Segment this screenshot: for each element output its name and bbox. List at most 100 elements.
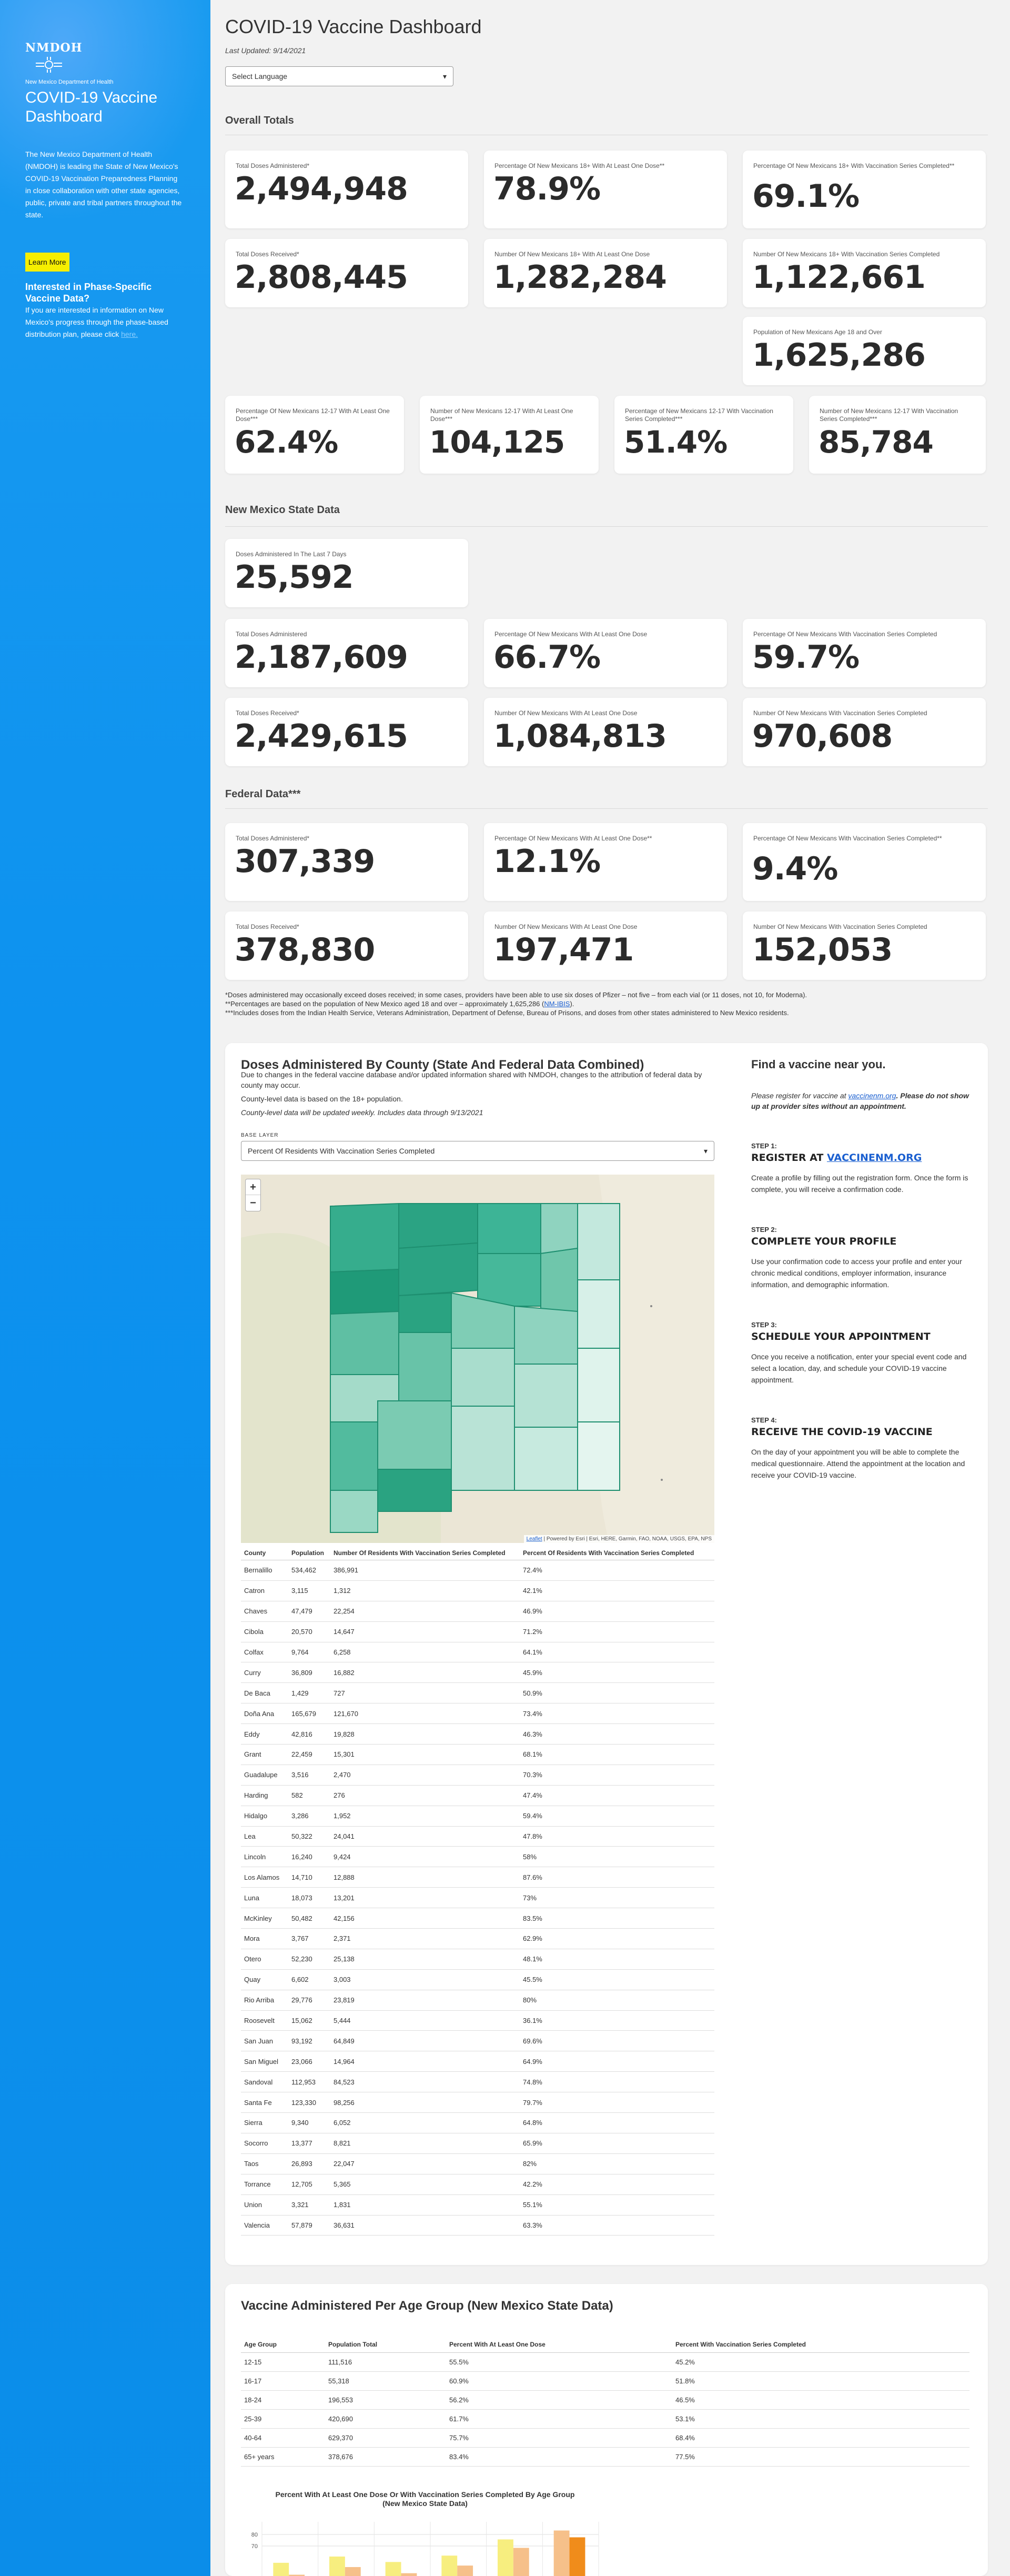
table-cell: 40-64 (241, 2428, 325, 2448)
table-cell: 64.8% (520, 2112, 714, 2133)
learn-more-button[interactable]: Learn More (25, 253, 69, 272)
bar-at-least-one-dose[interactable] (441, 2555, 458, 2576)
county-panel: Doses Administered By County (State And … (225, 1043, 988, 2265)
stat-card: Percentage Of New Mexicans 18+ With Vacc… (743, 151, 986, 228)
county-map[interactable]: + − Leaflet | Powered by Esri | Esri, HE… (241, 1175, 714, 1543)
stat-label: Total Doses Received* (236, 250, 299, 258)
vaccinenm-link[interactable]: vaccinenm.org (848, 1091, 896, 1100)
phase-data-text: If you are interested in information on … (25, 304, 183, 340)
table-cell: San Miguel (241, 2051, 288, 2072)
department-name: New Mexico Department of Health (25, 79, 114, 85)
bar-series-completed[interactable] (289, 2574, 305, 2576)
nm-ibis-link[interactable]: NM-IBIS (544, 1000, 570, 1008)
table-cell: 73% (520, 1887, 714, 1909)
bar-series-completed[interactable] (569, 2537, 585, 2576)
table-cell: 3,115 (288, 1580, 330, 1601)
table-cell: Union (241, 2194, 288, 2216)
table-row: Luna 18,073 13,201 73% (241, 1887, 714, 1909)
table-cell: Socorro (241, 2133, 288, 2154)
table-cell: 50,482 (288, 1908, 330, 1929)
age-chart: Percent With At Least One Dose Or With V… (241, 2490, 609, 2576)
vaccinenm-step-link[interactable]: VACCINENM.ORG (826, 1152, 922, 1164)
stat-card: Number Of New Mexicans With Vaccination … (743, 698, 986, 766)
table-row: Grant 22,459 15,301 68.1% (241, 1744, 714, 1765)
stat-label: Percentage Of New Mexicans With At Least… (494, 630, 648, 638)
table-row: Rio Arriba 29,776 23,819 80% (241, 1990, 714, 2011)
footnote-2-end: ). (570, 1000, 574, 1008)
county-shape (398, 1292, 452, 1333)
base-layer-select[interactable]: Percent Of Residents With Vaccination Se… (241, 1141, 714, 1161)
stat-card: Number of New Mexicans 12-17 With At Lea… (420, 396, 599, 474)
table-cell: 22,459 (288, 1744, 330, 1765)
phase-data-link[interactable]: here. (121, 330, 138, 338)
bar-series-completed[interactable] (457, 2565, 473, 2576)
county-shape (398, 1332, 452, 1401)
table-cell: 36.1% (520, 2010, 714, 2031)
county-shape (514, 1305, 578, 1365)
table-cell: 83.5% (520, 1908, 714, 1929)
stat-value: 970,608 (752, 718, 893, 755)
age-chart-svg: 80 70 (251, 2522, 599, 2576)
language-select[interactable]: Select Language ▾ (225, 66, 453, 86)
table-cell: 276 (330, 1785, 520, 1806)
stat-value: 59.7% (752, 639, 860, 676)
county-shape (477, 1253, 541, 1307)
bar-at-least-one-dose[interactable] (553, 2530, 570, 2576)
bar-at-least-one-dose[interactable] (273, 2562, 289, 2576)
step-1: STEP 1: REGISTER AT VACCINENM.ORG Create… (751, 1142, 972, 1195)
table-header-row: County Population Number Of Residents Wi… (241, 1546, 714, 1560)
zoom-in-button[interactable]: + (246, 1179, 260, 1195)
logo-text: NMDOH (25, 41, 83, 55)
footnote-2-text: **Percentages are based on the populatio… (225, 1000, 544, 1008)
bar-series-completed[interactable] (513, 2548, 529, 2576)
county-shape (451, 1406, 515, 1491)
stat-card: Total Doses Administered* 307,339 (225, 823, 468, 901)
table-row: Quay 6,602 3,003 45.5% (241, 1969, 714, 1990)
table-cell: 42.2% (520, 2174, 714, 2195)
column-header: Population Total (325, 2337, 446, 2353)
table-cell: 727 (330, 1682, 520, 1704)
stat-value: 9.4% (752, 850, 838, 887)
stat-value: 1,282,284 (493, 259, 667, 296)
table-cell: 196,553 (325, 2390, 446, 2410)
county-intro-2: County-level data is based on the 18+ po… (241, 1095, 403, 1103)
leaflet-link[interactable]: Leaflet (526, 1536, 542, 1542)
column-header: Percent Of Residents With Vaccination Se… (520, 1546, 714, 1560)
table-row: Sierra 9,340 6,052 64.8% (241, 2112, 714, 2133)
table-cell: 68.4% (672, 2428, 969, 2448)
table-cell: Bernalillo (241, 1560, 288, 1581)
county-map-svg (241, 1175, 714, 1543)
table-cell: 13,377 (288, 2133, 330, 2154)
table-cell: 74.8% (520, 2071, 714, 2093)
table-row: Catron 3,115 1,312 42.1% (241, 1580, 714, 1601)
step-title: REGISTER AT VACCINENM.ORG (751, 1152, 972, 1164)
stat-value: 378,830 (235, 931, 375, 968)
find-vaccine-title: Find a vaccine near you. (751, 1058, 886, 1071)
table-cell: Valencia (241, 2215, 288, 2236)
phase-data-title: Interested in Phase-Specific Vaccine Dat… (25, 282, 152, 304)
county-shape (330, 1202, 399, 1273)
bar-series-completed[interactable] (345, 2567, 361, 2576)
map-zoom-control[interactable]: + − (245, 1179, 261, 1211)
county-shape (377, 1469, 452, 1512)
county-shape (330, 1268, 399, 1315)
table-cell: 121,670 (330, 1703, 520, 1725)
stat-card: Percentage of New Mexicans 12-17 With Va… (614, 396, 793, 474)
nmdoh-logo[interactable]: NMDOH (25, 41, 83, 73)
bar-at-least-one-dose[interactable] (498, 2539, 513, 2576)
table-cell: 58% (520, 1846, 714, 1868)
table-row: San Miguel 23,066 14,964 64.9% (241, 2051, 714, 2072)
table-cell: 5,444 (330, 2010, 520, 2031)
zoom-out-button[interactable]: − (250, 1197, 256, 1209)
stat-label: Percentage Of New Mexicans 12-17 With At… (236, 407, 390, 423)
column-header: County (241, 1546, 288, 1560)
county-shape (330, 1310, 399, 1375)
bar-series-completed[interactable] (401, 2573, 417, 2576)
bar-at-least-one-dose[interactable] (385, 2562, 401, 2576)
stat-value: 2,187,609 (235, 639, 408, 676)
table-cell: 25-39 (241, 2409, 325, 2429)
table-cell: 111,516 (325, 2352, 446, 2372)
table-row: Doña Ana 165,679 121,670 73.4% (241, 1703, 714, 1725)
bar-at-least-one-dose[interactable] (329, 2557, 345, 2576)
stat-card: Number Of New Mexicans 18+ With At Least… (484, 239, 727, 307)
